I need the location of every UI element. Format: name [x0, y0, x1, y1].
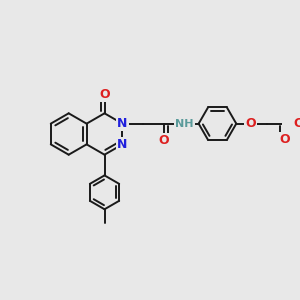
Text: NH: NH	[175, 119, 194, 129]
Text: O: O	[293, 117, 300, 130]
Text: N: N	[117, 138, 128, 151]
Text: O: O	[99, 88, 110, 101]
Text: N: N	[117, 117, 128, 130]
Text: O: O	[158, 134, 169, 147]
Text: O: O	[279, 133, 290, 146]
Text: O: O	[245, 117, 256, 130]
